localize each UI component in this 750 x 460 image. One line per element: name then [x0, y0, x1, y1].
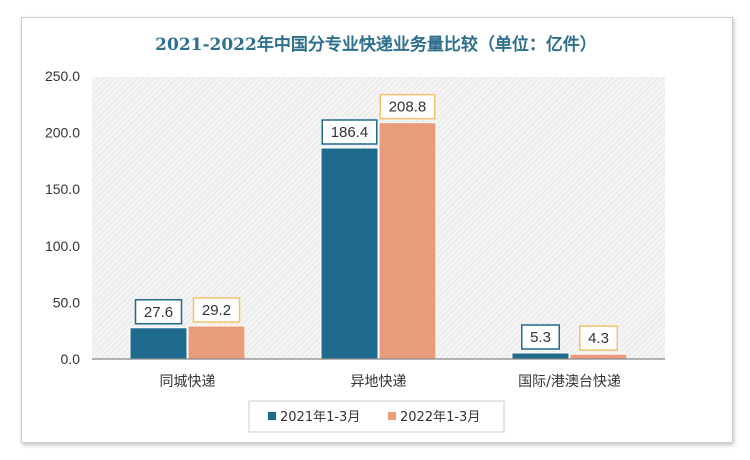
legend-swatch-2021 [268, 412, 276, 420]
y-tick-label: 200.0 [45, 125, 80, 141]
data-label: 4.3 [588, 330, 609, 347]
bar-2021 [129, 327, 188, 360]
data-label-box [579, 325, 618, 351]
data-label-box [379, 93, 436, 120]
y-tick-label: 100.0 [45, 238, 80, 254]
category-label: 同城快递 [160, 374, 216, 390]
legend-swatch-2022 [388, 412, 396, 420]
data-label: 27.6 [144, 304, 173, 321]
category-label: 异地快递 [351, 374, 407, 390]
bar-2021 [320, 147, 379, 360]
data-label-box [134, 299, 183, 325]
data-label-box [321, 119, 378, 145]
legend-label-2022: 2022年1-3月 [400, 410, 480, 425]
legend: 2021年1-3月 2022年1-3月 [248, 400, 505, 433]
chart-title: 2021-2022年中国分专业快递业务量比较（单位：亿件） [155, 34, 597, 55]
y-tick-label: 250.0 [45, 68, 80, 84]
data-label: 186.4 [331, 124, 369, 141]
category-label: 国际/港澳台快递 [518, 374, 621, 390]
y-tick-label: 0.0 [61, 351, 81, 367]
legend-box [248, 400, 505, 433]
data-label: 29.2 [202, 302, 231, 319]
y-tick-label: 150.0 [45, 181, 80, 197]
data-label-box [521, 324, 560, 350]
bar-2022 [569, 353, 628, 360]
bar-2022 [187, 325, 246, 360]
bar-2022 [378, 122, 437, 360]
y-tick-label: 50.0 [53, 294, 80, 310]
data-label-box [192, 297, 241, 323]
data-label: 208.8 [389, 99, 427, 116]
legend-label-2021: 2021年1-3月 [280, 410, 360, 425]
bar-2021 [511, 352, 570, 360]
data-label: 5.3 [530, 329, 551, 346]
